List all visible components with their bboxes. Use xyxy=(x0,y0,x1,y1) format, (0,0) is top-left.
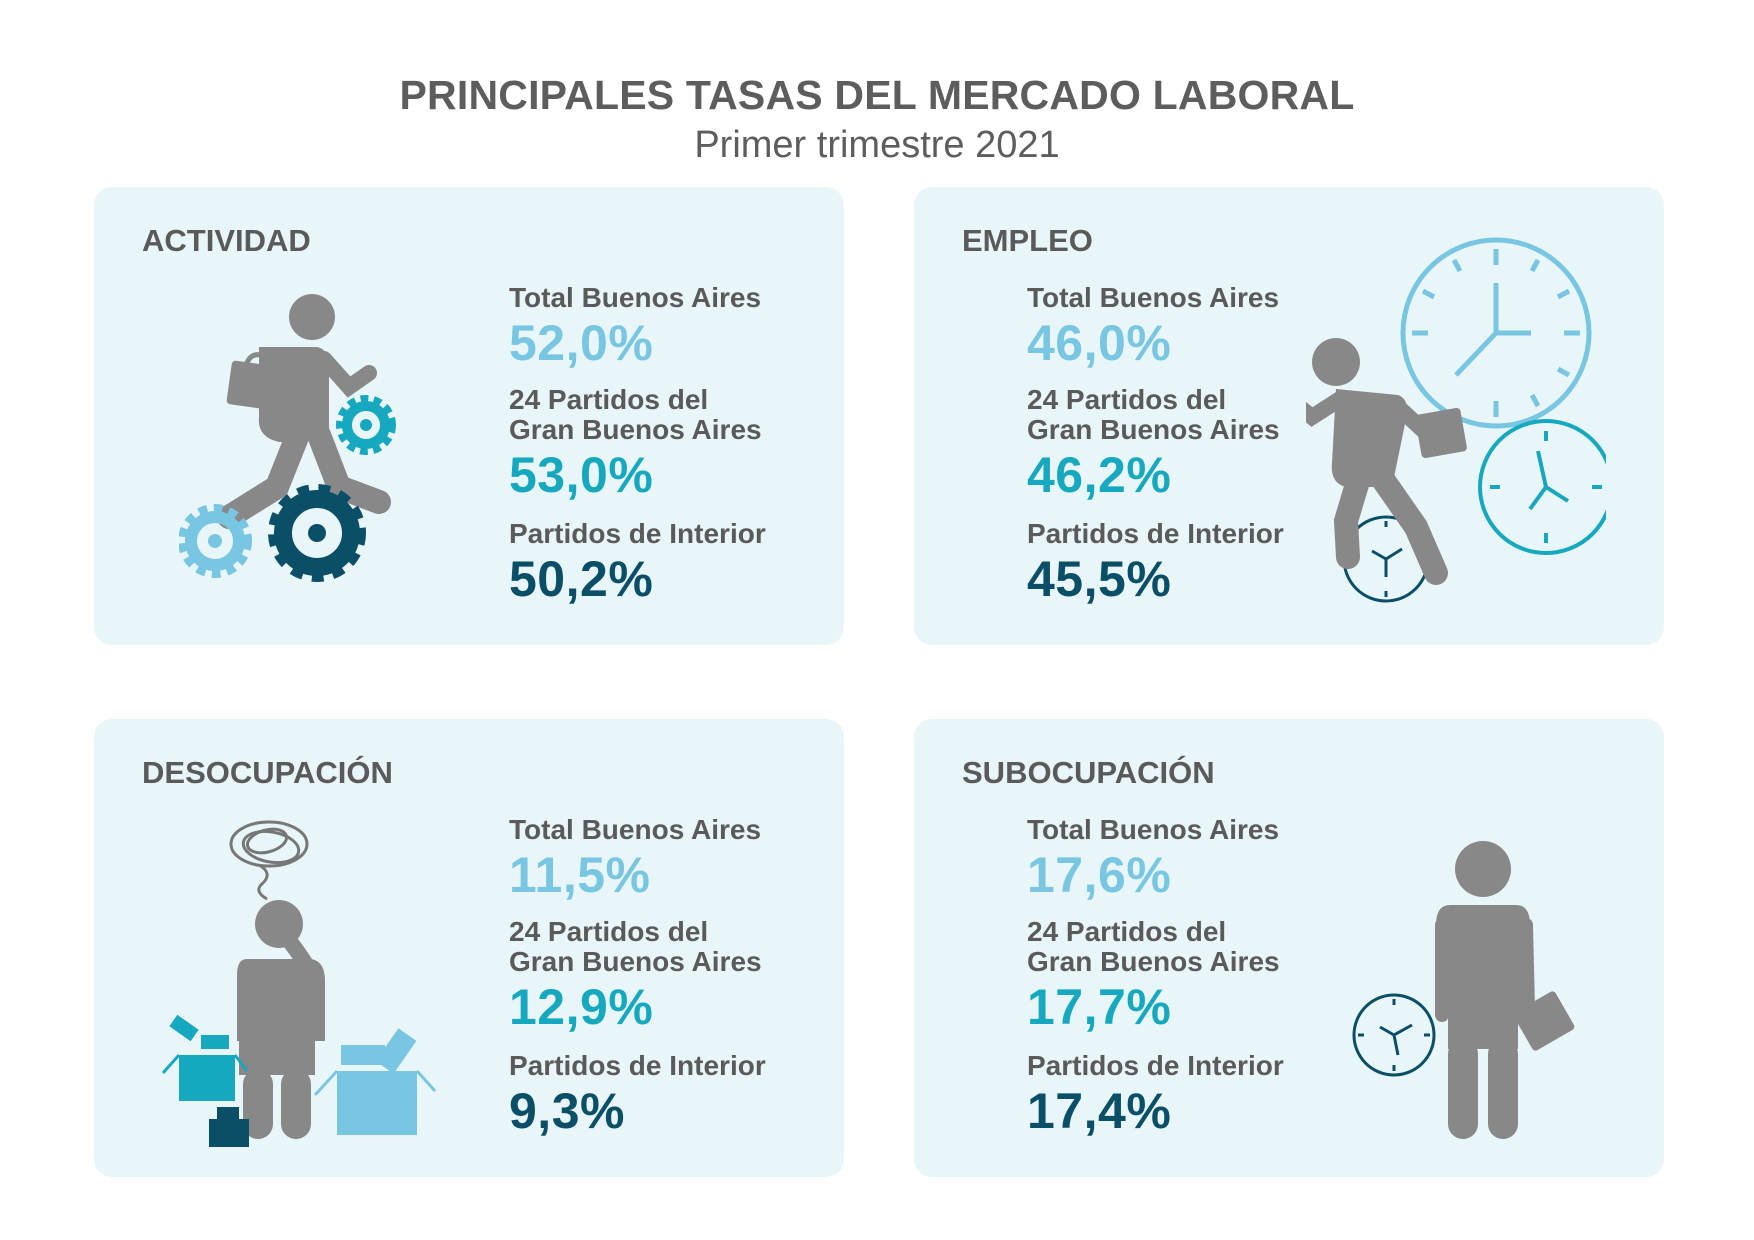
running-man-clocks-icon xyxy=(1306,237,1606,603)
stat-value: 46,2% xyxy=(1027,447,1172,503)
stat-label: Partidos de Interior xyxy=(1027,1050,1284,1081)
stats-block: Total Buenos Aires 17,6% 24 Partidos del… xyxy=(1027,815,1284,1141)
page-subtitle: Primer trimestre 2021 xyxy=(694,124,1060,166)
clock-icon xyxy=(1352,993,1436,1077)
standing-man-clock-icon xyxy=(1352,841,1575,1139)
worried-man-boxes-icon xyxy=(161,820,437,1147)
stats-block: Total Buenos Aires 52,0% 24 Partidos del… xyxy=(509,283,766,609)
clock-icon xyxy=(1478,419,1606,555)
clock-icon xyxy=(1400,237,1592,429)
box-icon xyxy=(161,1014,249,1101)
stat-value: 9,3% xyxy=(509,1083,625,1139)
card-title: DESOCUPACIÓN xyxy=(142,755,393,790)
stat-label: 24 Partidos del Gran Buenos Aires xyxy=(1027,384,1280,445)
stat-label: Partidos de Interior xyxy=(509,518,766,549)
card-desocupacion: DESOCUPACIÓN xyxy=(94,719,844,1177)
stat-label: Total Buenos Aires xyxy=(509,814,762,845)
box-icon xyxy=(313,1028,437,1135)
box-icon xyxy=(209,1107,249,1147)
stat-value: 52,0% xyxy=(509,315,654,371)
stat-value: 17,7% xyxy=(1027,979,1172,1035)
card-actividad: ACTIVIDAD xyxy=(94,187,844,645)
card-title: SUBOCUPACIÓN xyxy=(962,755,1215,790)
stat-value: 45,5% xyxy=(1027,551,1172,607)
stat-label: 24 Partidos del Gran Buenos Aires xyxy=(1027,916,1280,977)
stat-label: Partidos de Interior xyxy=(1027,518,1284,549)
card-empleo: EMPLEO Total Buenos Aires 46,0% 24 Parti… xyxy=(914,187,1664,645)
stat-value: 17,6% xyxy=(1027,847,1172,903)
stat-value: 53,0% xyxy=(509,447,654,503)
stats-block: Total Buenos Aires 46,0% 24 Partidos del… xyxy=(1027,283,1284,609)
stat-value: 12,9% xyxy=(509,979,654,1035)
stats-block: Total Buenos Aires 11,5% 24 Partidos del… xyxy=(509,815,766,1141)
stat-value: 11,5% xyxy=(509,847,651,903)
stat-label: Total Buenos Aires xyxy=(509,282,762,313)
scribble-icon xyxy=(229,820,309,901)
stat-value: 50,2% xyxy=(509,551,654,607)
stat-label: Total Buenos Aires xyxy=(1027,814,1280,845)
card-title: ACTIVIDAD xyxy=(142,223,311,258)
gear-icon xyxy=(336,395,396,455)
card-subocupacion: SUBOCUPACIÓN Total Buenos Aires 17,6% 24… xyxy=(914,719,1664,1177)
stat-label: 24 Partidos del Gran Buenos Aires xyxy=(509,916,762,977)
stat-value: 17,4% xyxy=(1027,1083,1172,1139)
stat-label: 24 Partidos del Gran Buenos Aires xyxy=(509,384,762,445)
page-title: PRINCIPALES TASAS DEL MERCADO LABORAL xyxy=(399,72,1355,118)
gear-icon xyxy=(268,484,366,582)
gear-icon xyxy=(179,504,252,578)
stat-label: Partidos de Interior xyxy=(509,1050,766,1081)
running-man-gears-icon xyxy=(179,294,396,582)
stat-value: 46,0% xyxy=(1027,315,1172,371)
card-title: EMPLEO xyxy=(962,223,1093,258)
stat-label: Total Buenos Aires xyxy=(1027,282,1280,313)
